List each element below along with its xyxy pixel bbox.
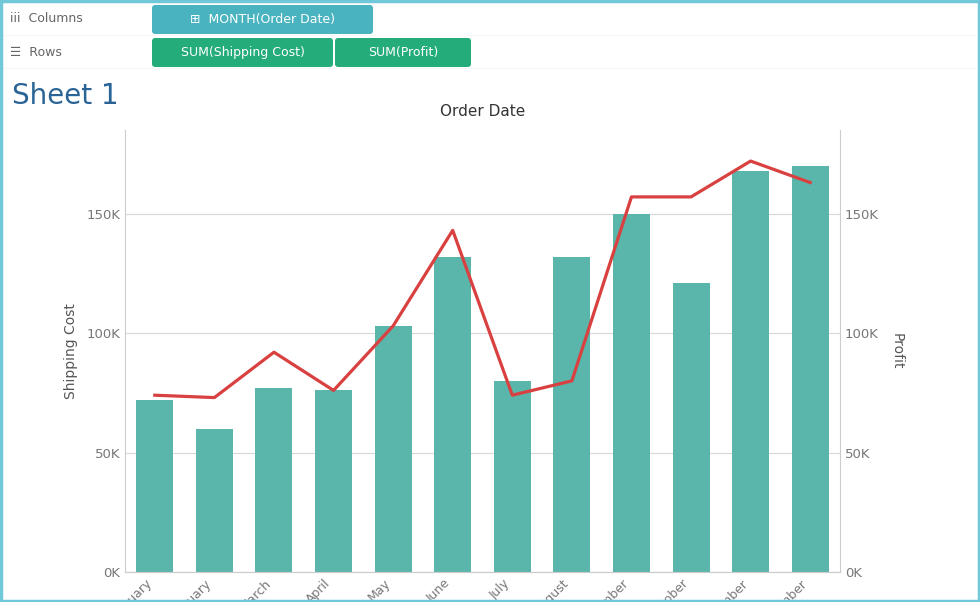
Bar	[256, 388, 292, 572]
FancyBboxPatch shape	[335, 38, 471, 67]
Bar	[316, 391, 352, 572]
Bar	[374, 326, 412, 572]
Bar	[792, 166, 829, 572]
Bar	[732, 170, 769, 572]
FancyBboxPatch shape	[152, 38, 333, 67]
FancyBboxPatch shape	[152, 5, 373, 34]
Bar	[136, 400, 173, 572]
Y-axis label: Shipping Cost: Shipping Cost	[64, 303, 77, 399]
Bar	[196, 429, 233, 572]
Text: SUM(Shipping Cost): SUM(Shipping Cost)	[180, 46, 305, 59]
Text: iii  Columns: iii Columns	[10, 13, 82, 25]
Bar	[554, 256, 590, 572]
Bar	[434, 256, 471, 572]
Text: SUM(Profit): SUM(Profit)	[368, 46, 438, 59]
Title: Order Date: Order Date	[440, 104, 525, 119]
Y-axis label: Profit: Profit	[890, 333, 904, 369]
Text: ☰  Rows: ☰ Rows	[10, 46, 62, 58]
Bar	[672, 283, 710, 572]
Text: Sheet 1: Sheet 1	[12, 82, 119, 110]
Text: ⊞  MONTH(Order Date): ⊞ MONTH(Order Date)	[190, 13, 335, 26]
Bar	[612, 214, 650, 572]
Bar	[494, 381, 531, 572]
